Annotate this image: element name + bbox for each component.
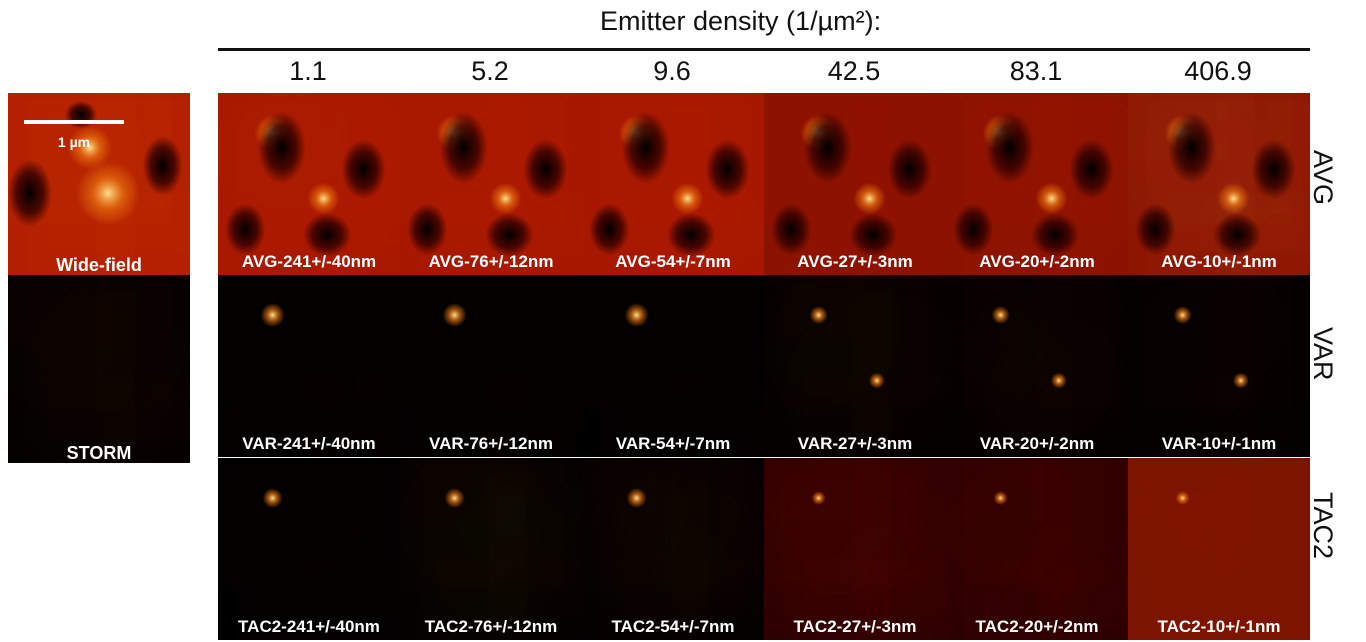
widefield-label: Wide-field [56, 255, 142, 275]
panel-label-avg-4: AVG-27+/-3nm [797, 252, 912, 271]
panel-label-avg-1: AVG-241+/-40nm [242, 252, 376, 271]
panel-var-3 [582, 275, 764, 457]
panel-label-avg-5: AVG-20+/-2nm [979, 252, 1094, 271]
panel-tac2-3 [582, 458, 764, 640]
panel-avg-1 [218, 93, 400, 275]
panel-avg-2 [400, 93, 582, 275]
panel-avg-5 [946, 93, 1128, 275]
storm-label: STORM [67, 443, 132, 463]
panel-label-tac2-4: TAC2-27+/-3nm [794, 617, 917, 636]
row-label-tac2: TAC2 [1308, 492, 1338, 560]
panel-label-avg-6: AVG-10+/-1nm [1161, 252, 1276, 271]
panel-var-1 [218, 275, 400, 457]
panel-var-5 [946, 275, 1128, 457]
storm-panel [8, 275, 190, 463]
panel-avg-4 [764, 93, 946, 275]
panel-avg-3 [582, 93, 764, 275]
panel-label-var-1: VAR-241+/-40nm [242, 434, 375, 453]
row-label-var: VAR [1308, 327, 1338, 381]
panel-label-var-2: VAR-76+/-12nm [429, 434, 553, 453]
panel-var-6 [1128, 275, 1310, 457]
panel-tac2-6 [1128, 458, 1310, 640]
scalebar-label: 1 µm [58, 134, 90, 150]
panel-label-tac2-3: TAC2-54+/-7nm [612, 617, 735, 636]
panel-label-var-6: VAR-10+/-1nm [1162, 434, 1276, 453]
density-label-4: 42.5 [827, 56, 881, 86]
panel-label-tac2-2: TAC2-76+/-12nm [425, 617, 557, 636]
panel-var-4 [764, 275, 946, 457]
panel-label-avg-2: AVG-76+/-12nm [429, 252, 554, 271]
panel-tac2-4 [764, 458, 946, 640]
panel-label-var-5: VAR-20+/-2nm [980, 434, 1094, 453]
panel-label-tac2-6: TAC2-10+/-1nm [1158, 617, 1281, 636]
panel-tac2-1 [218, 458, 400, 640]
panel-tac2-5 [946, 458, 1128, 640]
panel-tac2-2 [400, 458, 582, 640]
panel-label-tac2-1: TAC2-241+/-40nm [238, 617, 380, 636]
row-label-avg: AVG [1308, 150, 1338, 206]
panel-label-avg-3: AVG-54+/-7nm [615, 252, 730, 271]
header-rule [218, 48, 1310, 51]
density-label-6: 406.9 [1184, 56, 1252, 86]
panel-label-var-4: VAR-27+/-3nm [798, 434, 912, 453]
density-label-5: 83.1 [1009, 56, 1063, 86]
density-label-3: 9.6 [653, 56, 691, 86]
panel-label-tac2-5: TAC2-20+/-2nm [976, 617, 1099, 636]
density-label-1: 1.1 [289, 56, 327, 86]
scalebar [24, 120, 124, 124]
header-title: Emitter density (1/µm²): [600, 6, 882, 36]
panel-var-2 [400, 275, 582, 457]
panel-label-var-3: VAR-54+/-7nm [616, 434, 730, 453]
density-label-2: 5.2 [471, 56, 509, 86]
panel-avg-6 [1128, 93, 1310, 275]
